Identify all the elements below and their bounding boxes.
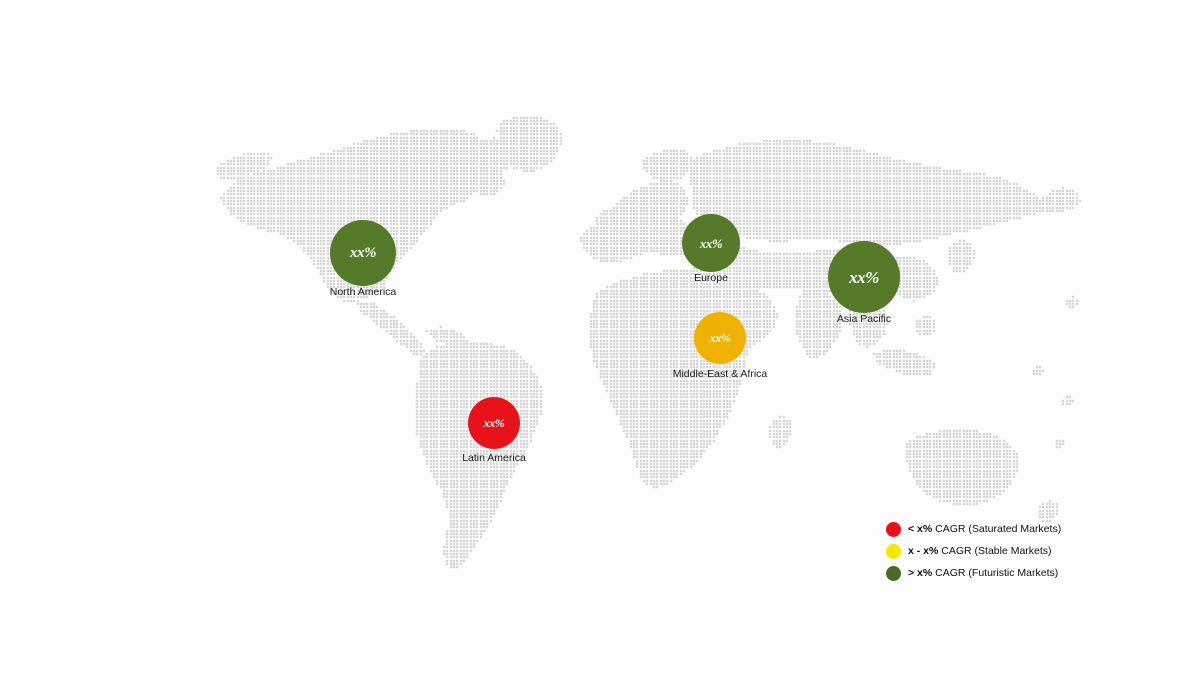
legend-item-saturated[interactable]: < x% CAGR (Saturated Markets): [886, 518, 1116, 540]
bubble-middle-east-africa[interactable]: xx%: [694, 312, 746, 364]
region-label-asia-pacific: Asia Pacific: [836, 313, 892, 325]
legend-label-stable: x - x% CAGR (Stable Markets): [908, 545, 1052, 557]
legend-range-saturated: < x%: [908, 523, 933, 535]
legend-description-futuristic: CAGR (Futuristic Markets): [932, 567, 1059, 579]
legend-label-saturated: < x% CAGR (Saturated Markets): [908, 523, 1061, 535]
legend: < x% CAGR (Saturated Markets) x - x% CAGR…: [886, 518, 1116, 584]
bubble-asia-pacific[interactable]: xx%: [828, 241, 900, 313]
legend-range-futuristic: > x%: [908, 567, 933, 579]
legend-description-saturated: CAGR (Saturated Markets): [932, 523, 1062, 535]
legend-dot-stable: [886, 543, 901, 559]
bubble-value-europe: xx%: [699, 235, 723, 251]
legend-dot-futuristic: [886, 565, 901, 581]
bubble-value-middle-east-africa: xx%: [709, 331, 731, 345]
legend-label-futuristic: > x% CAGR (Futuristic Markets): [908, 567, 1058, 579]
region-label-latin-america: Latin America: [462, 452, 526, 464]
legend-range-stable: x - x%: [908, 545, 939, 557]
region-label-europe: Europe: [694, 272, 728, 284]
region-label-middle-east-africa: Middle-East & Africa: [672, 368, 768, 380]
legend-dot-saturated: [886, 521, 901, 537]
bubble-latin-america[interactable]: xx%: [468, 397, 520, 449]
region-label-north-america: North America: [329, 286, 397, 298]
bubble-value-asia-pacific: xx%: [849, 267, 879, 287]
legend-item-stable[interactable]: x - x% CAGR (Stable Markets): [886, 540, 1116, 562]
bubble-north-america[interactable]: xx%: [330, 220, 396, 286]
legend-item-futuristic[interactable]: > x% CAGR (Futuristic Markets): [886, 562, 1116, 584]
legend-description-stable: CAGR (Stable Markets): [938, 545, 1052, 557]
bubble-europe[interactable]: xx%: [682, 214, 740, 272]
bubble-value-latin-america: xx%: [483, 416, 505, 430]
bubble-value-north-america: xx%: [350, 244, 377, 261]
